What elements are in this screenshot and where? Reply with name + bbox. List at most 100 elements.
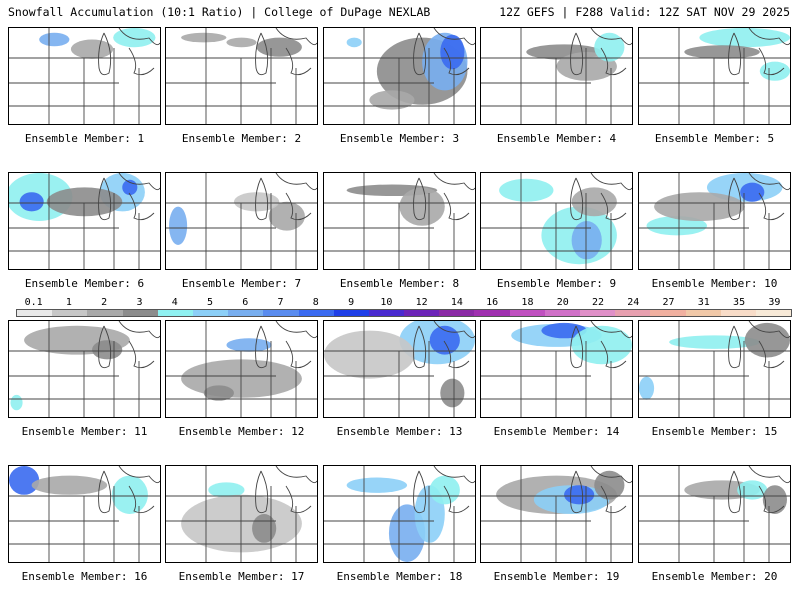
snow-area — [440, 34, 465, 70]
state-boundaries — [481, 321, 632, 417]
colorbar-swatch — [544, 310, 580, 316]
snow-area — [31, 475, 108, 495]
ensemble-member-label: Ensemble Member: 4 — [496, 132, 617, 145]
colorbar-label: 14 — [450, 297, 463, 308]
state-boundaries — [9, 466, 160, 562]
snow-area — [9, 466, 40, 495]
snow-area — [10, 394, 23, 411]
ensemble-map-6 — [8, 172, 161, 270]
ensemble-map-16 — [8, 465, 161, 563]
colorbar-swatch — [52, 310, 88, 316]
snow-area — [654, 192, 745, 221]
snow-area — [594, 32, 625, 62]
chart-title: Snowfall Accumulation (10:1 Ratio) | Col… — [8, 5, 431, 19]
colorbar-swatch — [333, 310, 369, 316]
snow-area — [113, 28, 156, 48]
ensemble-map-18 — [323, 465, 476, 563]
colorbar-label: 39 — [768, 297, 781, 308]
state-boundaries — [639, 28, 790, 124]
snow-area — [256, 37, 302, 57]
colorbar-swatch — [298, 310, 334, 316]
snow-area — [111, 475, 148, 514]
ensemble-map-5 — [638, 27, 791, 125]
state-boundaries — [166, 466, 317, 562]
snow-area — [226, 338, 272, 352]
colorbar-swatches — [16, 309, 792, 317]
snow-area — [669, 335, 760, 349]
snow-area — [208, 482, 245, 498]
state-boundaries — [324, 28, 475, 124]
state-boundaries — [481, 28, 632, 124]
colorbar-label: 22 — [591, 297, 605, 308]
ensemble-map-19 — [480, 465, 633, 563]
colorbar-label: 6 — [242, 297, 249, 308]
snow-area — [203, 385, 234, 401]
colorbar-label: 8 — [312, 297, 319, 308]
ensemble-member-label: Ensemble Member: 13 — [336, 425, 463, 438]
colorbar-swatch — [192, 310, 229, 316]
ensemble-member-label: Ensemble Member: 20 — [651, 570, 778, 583]
colorbar-swatch — [368, 310, 405, 316]
ensemble-member-label: Ensemble Member: 9 — [496, 277, 617, 290]
colorbar-swatch — [263, 310, 299, 316]
snow-area — [226, 37, 257, 48]
snow-area — [440, 378, 465, 408]
snow-area — [252, 514, 277, 543]
ensemble-map-9 — [480, 172, 633, 270]
ensemble-member-label: Ensemble Member: 5 — [654, 132, 775, 145]
colorbar-label: 27 — [662, 297, 675, 308]
colorbar-swatch — [228, 310, 264, 316]
colorbar-label: 5 — [206, 297, 214, 308]
ensemble-map-2 — [165, 27, 318, 125]
ensemble-map-7 — [165, 172, 318, 270]
ensemble-map-14 — [480, 320, 633, 418]
snow-area — [346, 477, 408, 493]
colorbar-swatch — [650, 310, 686, 316]
snow-area — [369, 90, 415, 110]
ensemble-member-label: Ensemble Member: 14 — [493, 425, 620, 438]
snow-area — [19, 192, 44, 212]
snow-area — [169, 206, 188, 245]
state-boundaries — [9, 321, 160, 417]
ensemble-map-11 — [8, 320, 161, 418]
colorbar-swatch — [755, 310, 792, 316]
ensemble-member-label: Ensemble Member: 11 — [21, 425, 148, 438]
snow-area — [571, 187, 617, 217]
snow-area — [181, 359, 302, 398]
snow-area — [70, 39, 114, 59]
snow-area — [564, 485, 595, 505]
ensemble-member-label: Ensemble Member: 2 — [181, 132, 302, 145]
ensemble-member-label: Ensemble Member: 19 — [493, 570, 620, 583]
snow-area — [639, 376, 655, 400]
colorbar-label: 24 — [627, 297, 640, 308]
snow-area — [744, 322, 790, 358]
snow-area — [92, 340, 123, 360]
colorbar-swatch — [685, 310, 721, 316]
colorbar-swatch — [474, 310, 510, 316]
snow-area — [346, 37, 362, 48]
state-boundaries — [166, 321, 317, 417]
ensemble-member-label: Ensemble Member: 12 — [178, 425, 305, 438]
snow-area — [594, 470, 625, 500]
snow-area — [499, 178, 554, 202]
colorbar-label: 31 — [697, 297, 710, 308]
colorbar-swatch — [615, 310, 651, 316]
snow-area — [571, 221, 602, 260]
snow-area — [646, 216, 707, 236]
snow-area — [571, 325, 632, 365]
colorbar-swatch — [404, 310, 440, 316]
snow-area — [429, 325, 460, 355]
state-boundaries — [324, 321, 475, 417]
colorbar-swatch — [580, 310, 616, 316]
ensemble-member-label: Ensemble Member: 3 — [339, 132, 460, 145]
state-boundaries — [166, 28, 317, 124]
state-boundaries — [639, 466, 790, 562]
state-boundaries — [639, 173, 790, 269]
snow-area — [762, 485, 787, 514]
state-boundaries — [324, 173, 475, 269]
model-valid-time: 12Z GEFS | F288 Valid: 12Z SAT NOV 29 20… — [499, 5, 790, 19]
colorbar-label: 12 — [415, 297, 428, 308]
snow-area — [740, 182, 765, 202]
state-boundaries — [639, 321, 790, 417]
snow-area — [699, 28, 790, 48]
